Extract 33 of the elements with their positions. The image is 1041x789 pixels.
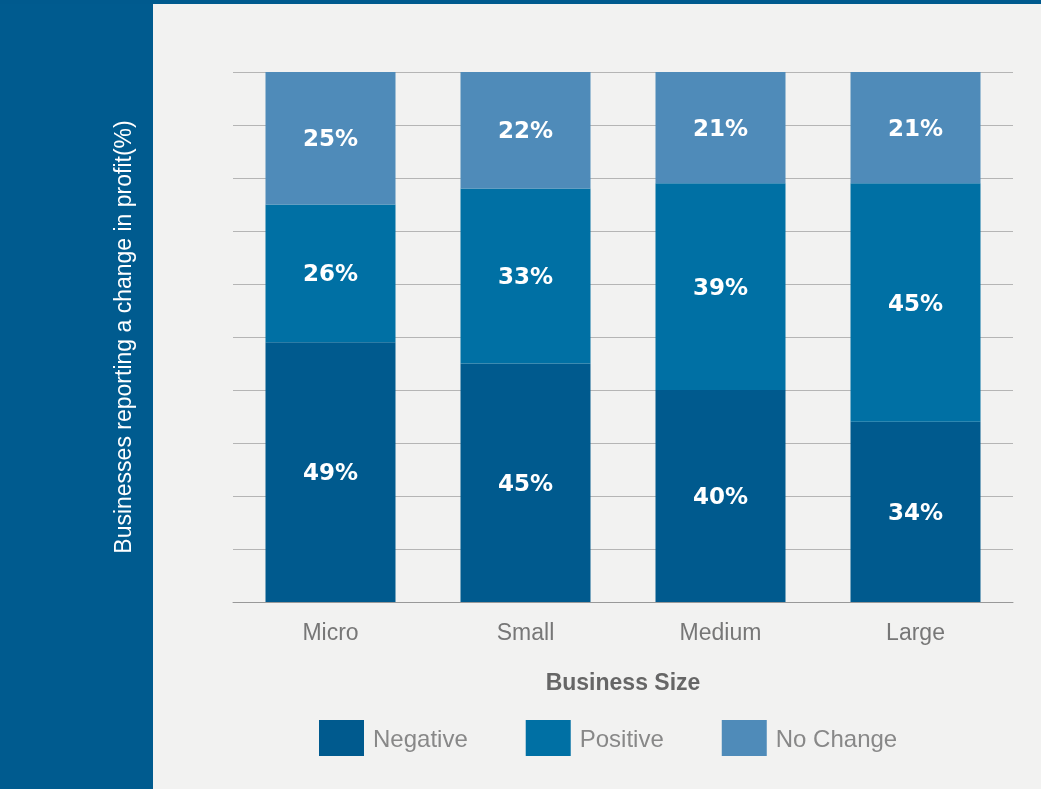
bar: [265, 72, 396, 205]
bar: [850, 183, 981, 422]
bar: [655, 72, 786, 184]
x-tick-label: Medium: [679, 618, 762, 645]
bar: [850, 421, 981, 602]
x-tick-label: Large: [886, 618, 945, 645]
bar: [655, 390, 786, 602]
bar: [655, 183, 786, 390]
legend-label: No Change: [775, 724, 898, 752]
bar: [850, 72, 981, 184]
bar: [460, 188, 591, 364]
data-label: 33%: [497, 263, 554, 290]
data-label: 39%: [692, 273, 749, 300]
legend-label: Positive: [579, 724, 664, 752]
data-label: 25%: [302, 125, 359, 152]
data-label: 21%: [887, 114, 944, 141]
data-label: 22%: [497, 117, 554, 144]
x-axis-title: Business Size: [545, 668, 701, 695]
data-label: 26%: [302, 260, 359, 287]
data-label: 45%: [497, 469, 554, 496]
x-tick-label: Small: [496, 618, 555, 645]
y-axis-title: Businesses reporting a change in profit(%): [110, 120, 136, 554]
data-label: 49%: [302, 459, 359, 486]
data-label: 40%: [692, 483, 749, 509]
legend-label: Negative: [373, 724, 468, 752]
bar: [460, 72, 591, 189]
data-label: 45%: [887, 289, 944, 316]
data-label: 21%: [692, 114, 749, 141]
data-label: 34%: [887, 498, 944, 525]
bar: [265, 204, 396, 343]
bar: [460, 363, 591, 602]
x-tick-label: Micro: [302, 618, 359, 645]
bar: [265, 342, 396, 602]
